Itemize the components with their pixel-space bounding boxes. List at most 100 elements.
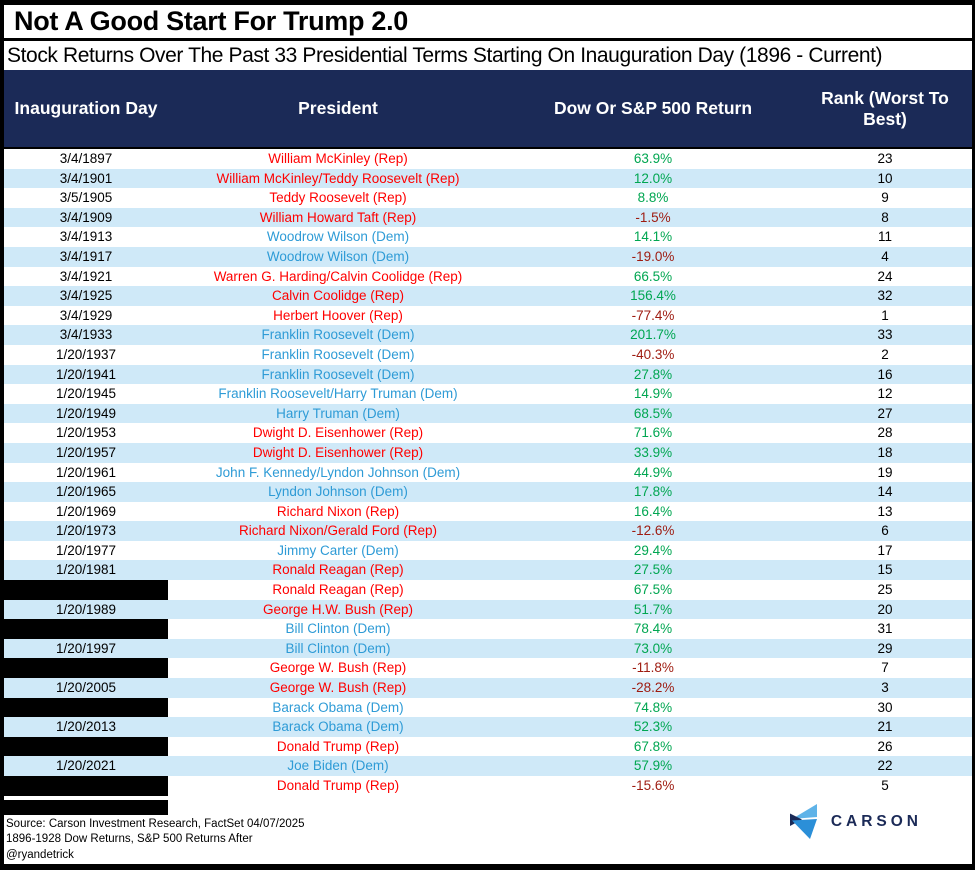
cell-president: Woodrow Wilson (Dem) (168, 246, 508, 267)
cell-return: -19.0% (508, 246, 798, 267)
cell-inauguration-date: 1/20/1937 (55, 346, 117, 362)
table-row: 1/20/1937 Franklin Roosevelt (Dem) -40.3% 2 (4, 345, 972, 365)
redaction-box (4, 736, 168, 757)
cell-inauguration-date: 3/4/1929 (59, 307, 113, 323)
cell-inauguration-date: 1/20/1941 (4, 364, 168, 385)
frame-border-bottom (0, 864, 975, 870)
cell-inauguration-date: 3/4/1921 (59, 268, 113, 284)
cell-rank: 28 (877, 425, 893, 441)
cell-return: -15.6% (631, 778, 675, 793)
redaction-box (4, 776, 168, 796)
cell-rank: 31 (877, 621, 893, 637)
cell-inauguration-date: 1/20/1989 (4, 599, 168, 620)
cell-return: 67.8% (633, 738, 673, 754)
cell-president: Richard Nixon (Rep) (276, 503, 400, 519)
cell-return: 67.5% (633, 582, 673, 598)
table-row: 1/20/2005 George W. Bush (Rep) -28.2% 3 (4, 678, 972, 698)
cell-rank: 23 (877, 151, 893, 166)
cell-president: Woodrow Wilson (Dem) (266, 229, 410, 245)
cell-return: 57.9% (508, 756, 798, 776)
table-row: 3/4/1917 Woodrow Wilson (Dem) -19.0% 4 (4, 246, 972, 267)
table-header-row: Inauguration Day President Dow Or S&P 50… (4, 70, 972, 149)
cell-return: 74.8% (633, 699, 673, 715)
cell-rank: 3 (798, 678, 972, 698)
frame-border-right (972, 0, 975, 870)
cell-inauguration-date: 1/20/1961 (55, 464, 117, 480)
table-row: 3/4/1901 William McKinley/Teddy Roosevelt… (4, 168, 972, 189)
cell-president: George W. Bush (Rep) (168, 678, 508, 698)
table-row: 3/4/1909 William Howard Taft (Rep) -1.5% 8 (4, 207, 972, 228)
cell-rank: 22 (798, 756, 972, 776)
cell-inauguration-date: 1/20/1953 (55, 425, 117, 441)
cell-inauguration-date: 1/20/1977 (55, 542, 117, 558)
cell-rank: 27 (798, 403, 972, 424)
cell-president: Franklin Roosevelt (Dem) (168, 364, 508, 385)
cell-return: 14.1% (633, 229, 673, 245)
author-handle: @ryandetrick (6, 848, 74, 861)
table-row: 1/20/1961 John F. Kennedy/Lyndon Johnson … (4, 463, 972, 483)
cell-rank: 14 (798, 482, 972, 502)
table-row: Donald Trump (Rep) 67.8% 26 (4, 736, 972, 757)
col-header-inauguration-day: Inauguration Day (4, 70, 168, 149)
cell-president: George H.W. Bush (Rep) (168, 599, 508, 620)
cell-return: 33.9% (508, 442, 798, 463)
table-row: 1/20/1965 Lyndon Johnson (Dem) 17.8% 14 (4, 482, 972, 502)
carson-logo: CARSON (789, 803, 922, 840)
cell-rank: 13 (877, 503, 893, 519)
cell-inauguration-date: 3/4/1909 (4, 207, 168, 228)
cell-inauguration-date: 1/20/1973 (4, 521, 168, 541)
cell-rank: 17 (877, 542, 893, 558)
cell-president: Lyndon Johnson (Dem) (168, 482, 508, 502)
cell-rank: 25 (877, 582, 893, 598)
table-row: 1/20/1997 Bill Clinton (Dem) 73.0% 29 (4, 638, 972, 659)
cell-rank: 21 (798, 717, 972, 737)
cell-president: Barack Obama (Dem) (168, 717, 508, 737)
cell-inauguration-date: 3/4/1917 (4, 246, 168, 267)
cell-inauguration-date (4, 619, 168, 639)
cell-return: 201.7% (508, 325, 798, 345)
cell-return: 27.8% (508, 364, 798, 385)
returns-table: Inauguration Day President Dow Or S&P 50… (4, 70, 972, 796)
cell-return: 51.7% (508, 599, 798, 620)
cell-inauguration-date: 1/20/1949 (4, 403, 168, 424)
cell-rank: 18 (798, 442, 972, 463)
cell-president: Franklin Roosevelt (Dem) (261, 346, 415, 362)
cell-president: Ronald Reagan (Rep) (168, 560, 508, 581)
page-title: Not A Good Start For Trump 2.0 (14, 6, 409, 36)
table-row: Ronald Reagan (Rep) 67.5% 25 (4, 580, 972, 600)
cell-return: -1.5% (508, 207, 798, 228)
table-row: 1/20/1949 Harry Truman (Dem) 68.5% 27 (4, 403, 972, 424)
cell-rank: 12 (877, 386, 893, 402)
cell-rank: 8 (798, 207, 972, 228)
cell-rank: 15 (798, 560, 972, 581)
table-row: Bill Clinton (Dem) 78.4% 31 (4, 619, 972, 639)
cell-inauguration-date (4, 580, 168, 600)
cell-rank: 5 (881, 778, 889, 793)
cell-president: Donald Trump (Rep) (276, 738, 400, 754)
cell-rank: 10 (798, 168, 972, 189)
cell-rank: 19 (877, 464, 893, 480)
cell-president: William McKinley/Teddy Roosevelt (Rep) (168, 168, 508, 189)
cell-rank: 4 (798, 246, 972, 267)
cell-return: 27.5% (508, 560, 798, 581)
col-header-return: Dow Or S&P 500 Return (508, 70, 798, 149)
table-row: 1/20/1945 Franklin Roosevelt/Harry Truman… (4, 384, 972, 404)
cell-rank: 32 (798, 286, 972, 306)
cell-president: Warren G. Harding/Calvin Coolidge (Rep) (213, 268, 463, 284)
cell-president: Harry Truman (Dem) (168, 403, 508, 424)
redaction-box (4, 619, 168, 639)
cell-inauguration-date: 3/5/1905 (59, 190, 113, 206)
table-row: 1/20/1957 Dwight D. Eisenhower (Rep) 33.9%… (4, 442, 972, 463)
cell-rank: 26 (877, 738, 893, 754)
table-row: 3/4/1925 Calvin Coolidge (Rep) 156.4% 32 (4, 286, 972, 306)
cell-inauguration-date: 3/4/1933 (4, 325, 168, 345)
cell-inauguration-date: 1/20/1945 (55, 386, 117, 402)
table-row: Barack Obama (Dem) 74.8% 30 (4, 697, 972, 718)
table-row: 1/20/1973 Richard Nixon/Gerald Ford (Rep)… (4, 521, 972, 541)
cell-rank: 7 (881, 660, 889, 676)
cell-inauguration-date: 3/4/1901 (4, 168, 168, 189)
cell-president: Barack Obama (Dem) (272, 699, 404, 715)
page-subtitle: Stock Returns Over The Past 33 President… (7, 44, 883, 67)
cell-inauguration-date: 3/4/1925 (4, 286, 168, 306)
